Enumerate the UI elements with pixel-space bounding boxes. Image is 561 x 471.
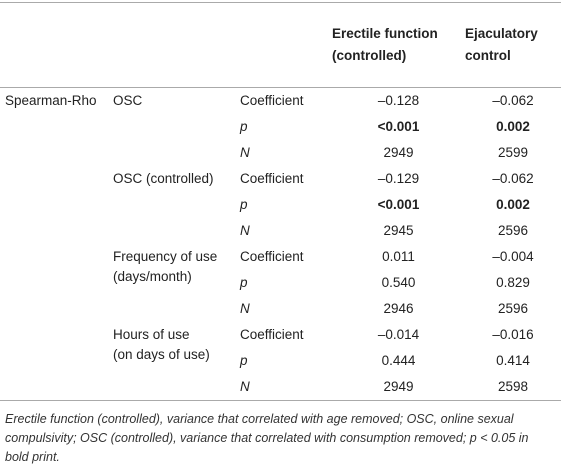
table-header: Erectile function (controlled) Ejaculato… [0,2,561,88]
value-cell: 2945 [383,223,414,238]
stat-label: p [240,197,248,212]
value-cell: –0.129 [377,171,420,186]
stat-label: N [240,301,250,316]
table-row: OSC (controlled) Coefficient –0.129 –0.062 [0,166,561,192]
empty-cell [0,244,113,322]
table-row: p 0.444 0.414 [0,348,561,374]
value-cell: 0.011 [382,249,415,264]
value-cell: 2596 [497,301,529,316]
empty-cell [0,166,113,244]
value-cell: 0.002 [496,197,530,212]
value-cell: 0.540 [381,275,416,290]
value-cell: 2596 [497,223,529,238]
table-row: N 2946 2596 [0,296,561,322]
stat-label: Coefficient [240,171,304,186]
value-cell: –0.004 [492,249,534,264]
table-row: p <0.001 0.002 [0,114,561,140]
results-table: Erectile function (controlled) Ejaculato… [0,2,561,401]
table-row: Frequency of use (days/month) Coefficient… [0,244,561,284]
value-cell: <0.001 [377,197,420,212]
stat-label: Coefficient [240,249,304,264]
value-cell: 2949 [383,145,414,160]
stat-label: N [240,223,250,238]
table-row: p 0.540 0.829 [0,270,561,296]
table-row: p <0.001 0.002 [0,192,561,218]
value-cell: 2946 [383,301,414,316]
value-cell: 2949 [383,379,414,394]
value-cell: <0.001 [377,119,420,134]
stat-label: p [240,119,248,134]
stat-label: N [240,145,250,160]
measure-label: Frequency of use (days/month) [113,249,218,284]
value-cell: 2598 [497,379,529,394]
table-row: N 2949 2598 [0,374,561,401]
table-row: N 2949 2599 [0,140,561,166]
value-cell: –0.062 [492,93,534,108]
stat-label: N [240,379,250,394]
footnote: Erectile function (controlled), variance… [5,412,529,464]
value-cell: 2599 [497,145,529,160]
column-header: Erectile function (controlled) [332,26,438,63]
value-cell: –0.128 [377,93,420,108]
measure-label: OSC (controlled) [113,171,214,186]
value-cell: 0.444 [381,353,416,368]
value-cell: –0.014 [377,327,420,342]
value-cell: 0.414 [496,353,530,368]
table-row: Hours of use (on days of use) Coefficient… [0,322,561,362]
column-header: Ejaculatory control [465,26,538,63]
value-cell: –0.062 [492,171,534,186]
stat-label: Coefficient [240,93,304,108]
measure-label: Hours of use (on days of use) [113,327,210,362]
stat-label: Coefficient [240,327,304,342]
table-body: Spearman-Rho OSC Coefficient –0.128 –0.062 p <… [0,88,561,401]
measure-label: OSC [113,93,143,108]
group-label: Spearman-Rho [5,93,97,108]
stat-label: p [240,275,248,290]
header-row: Erectile function (controlled) Ejaculato… [0,2,561,88]
table-row: Spearman-Rho OSC Coefficient –0.128 –0.062 [0,88,561,115]
value-cell: –0.016 [492,327,534,342]
value-cell: 0.002 [496,119,530,134]
value-cell: 0.829 [496,275,530,290]
stat-label: p [240,353,248,368]
empty-cell [0,322,113,401]
table-row: N 2945 2596 [0,218,561,244]
